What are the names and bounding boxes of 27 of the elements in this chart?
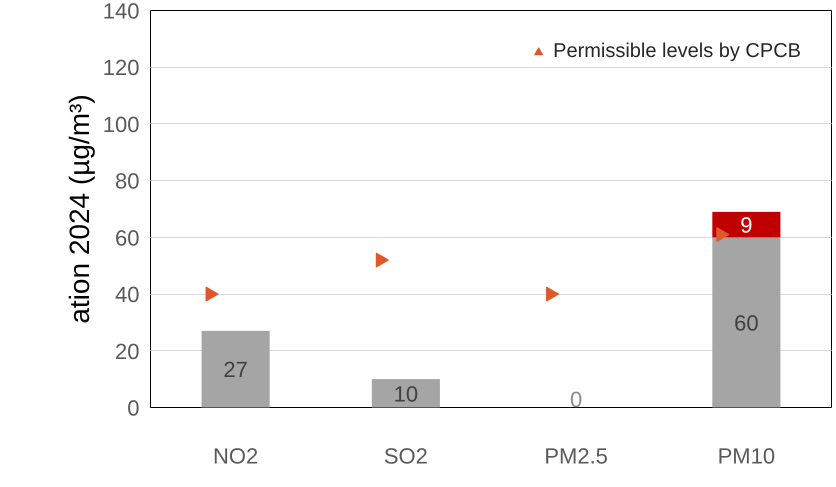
- y-tick-label: 60: [115, 225, 140, 250]
- data-label: 0: [570, 386, 582, 412]
- x-tick-label: PM10: [718, 444, 776, 468]
- y-tick-label: 40: [115, 282, 140, 308]
- x-tick-label: PM2.5: [544, 444, 608, 468]
- point: [546, 286, 560, 302]
- data-label: 10: [394, 381, 418, 406]
- y-tick-label: 20: [115, 338, 140, 364]
- legend-label: Permissible levels by CPCB: [553, 40, 801, 63]
- x-tick-label: NO2: [213, 444, 258, 468]
- bar: [372, 379, 440, 408]
- x-tick-label: SO2: [384, 444, 428, 468]
- point: [206, 286, 219, 302]
- y-axis-title: ation 2024 (µg/m³): [64, 94, 95, 324]
- point: [376, 252, 389, 268]
- point: [716, 227, 730, 242]
- data-label: 9: [740, 212, 753, 238]
- data-label: 60: [734, 310, 759, 336]
- y-tick-label: 80: [115, 168, 140, 194]
- y-tick-label: 140: [102, 0, 140, 24]
- bar: [712, 212, 780, 238]
- y-tick-label: 120: [102, 55, 140, 80]
- data-label: 27: [223, 357, 248, 382]
- y-tick-label: 100: [102, 112, 140, 137]
- bar: [202, 330, 270, 408]
- y-tick-label: 0: [127, 396, 140, 420]
- bar: [712, 237, 780, 408]
